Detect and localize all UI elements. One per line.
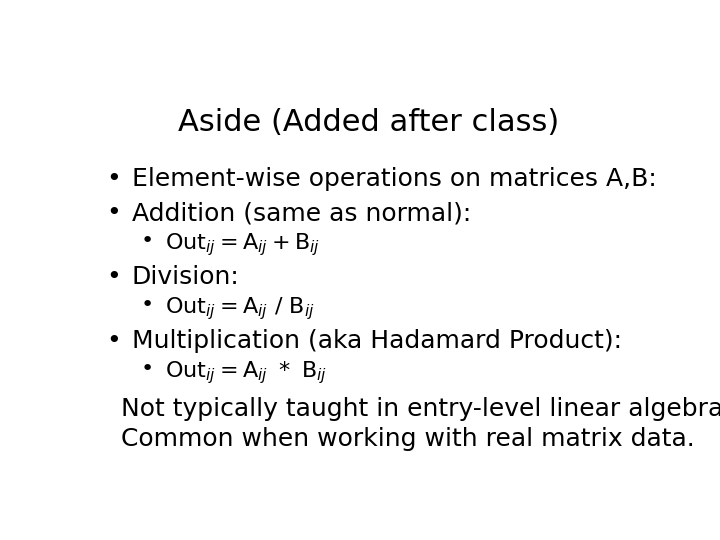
Text: $\mathrm{Out}_{ij} = \mathrm{A}_{ij} + \mathrm{B}_{ij}$: $\mathrm{Out}_{ij} = \mathrm{A}_{ij} + \… [166,231,320,258]
Text: Not typically taught in entry-level linear algebra.: Not typically taught in entry-level line… [121,397,720,421]
Text: •: • [141,359,154,379]
Text: •: • [106,201,121,225]
Text: Multiplication (aka Hadamard Product):: Multiplication (aka Hadamard Product): [132,329,622,353]
Text: •: • [106,167,121,191]
Text: •: • [141,295,154,315]
Text: Common when working with real matrix data.: Common when working with real matrix dat… [121,427,695,451]
Text: $\mathrm{Out}_{ij} = \mathrm{A}_{ij}\ *\ \mathrm{B}_{ij}$: $\mathrm{Out}_{ij} = \mathrm{A}_{ij}\ *\… [166,359,328,386]
Text: $\mathrm{Out}_{ij} = \mathrm{A}_{ij}\ /\ \mathrm{B}_{ij}$: $\mathrm{Out}_{ij} = \mathrm{A}_{ij}\ /\… [166,295,315,322]
Text: Aside (Added after class): Aside (Added after class) [179,109,559,138]
Text: Element-wise operations on matrices A,B:: Element-wise operations on matrices A,B: [132,167,657,191]
Text: Division:: Division: [132,265,240,289]
Text: •: • [106,265,121,289]
Text: •: • [106,329,121,353]
Text: Addition (same as normal):: Addition (same as normal): [132,201,471,225]
Text: •: • [141,231,154,251]
